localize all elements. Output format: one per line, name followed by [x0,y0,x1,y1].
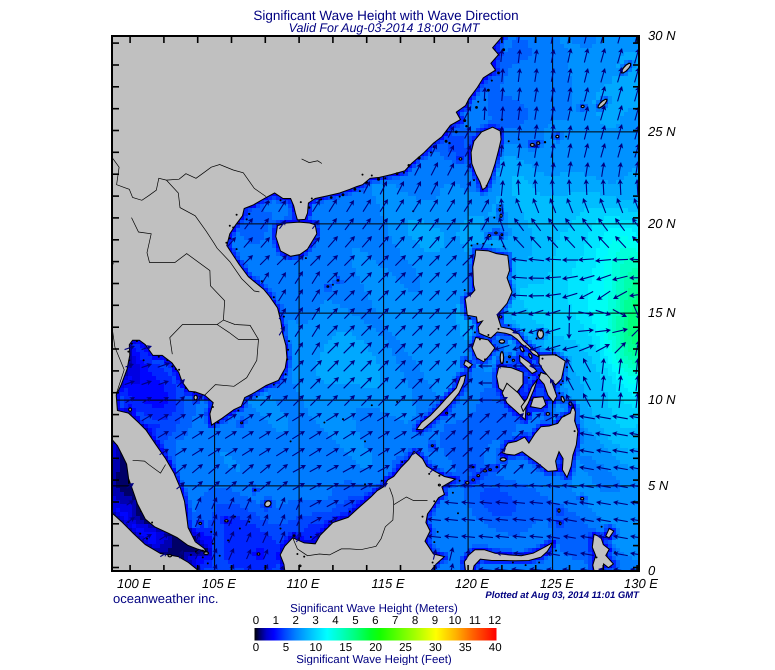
svg-text:125 E: 125 E [540,576,574,591]
svg-text:11: 11 [469,615,481,627]
svg-text:Valid For Aug-03-2014 18:00 GM: Valid For Aug-03-2014 18:00 GMT [289,21,481,35]
svg-text:10: 10 [309,642,322,654]
svg-text:0: 0 [253,642,259,654]
svg-text:110 E: 110 E [286,576,319,591]
svg-text:4: 4 [332,615,339,627]
svg-text:5: 5 [283,642,289,654]
svg-text:9: 9 [432,615,438,627]
svg-text:0: 0 [648,563,656,578]
svg-text:35: 35 [459,642,472,654]
svg-text:20 N: 20 N [647,216,676,231]
svg-text:0: 0 [253,615,259,627]
svg-text:3: 3 [312,615,318,627]
svg-text:5 N: 5 N [648,478,669,493]
svg-text:oceanweather inc.: oceanweather inc. [113,591,219,606]
svg-text:15: 15 [339,642,352,654]
svg-text:Significant Wave Height (Meter: Significant Wave Height (Meters) [290,603,458,615]
svg-text:7: 7 [392,615,398,627]
svg-text:8: 8 [412,615,418,627]
svg-text:130 E: 130 E [624,576,658,591]
svg-text:6: 6 [372,615,378,627]
svg-text:25: 25 [399,642,412,654]
svg-text:105 E: 105 E [202,576,236,591]
svg-text:25 N: 25 N [647,124,676,139]
svg-text:120 E: 120 E [455,576,489,591]
svg-text:40: 40 [489,642,502,654]
svg-text:Plotted at Aug 03, 2014 11:01: Plotted at Aug 03, 2014 11:01 GMT [485,590,640,601]
svg-text:Significant Wave Height with W: Significant Wave Height with Wave Direct… [253,8,518,23]
svg-text:30: 30 [429,642,442,654]
svg-text:Significant Wave Height (Feet): Significant Wave Height (Feet) [296,654,452,665]
svg-text:10: 10 [449,615,462,627]
svg-text:15 N: 15 N [648,305,676,320]
svg-text:1: 1 [273,615,279,627]
svg-text:5: 5 [352,615,358,627]
svg-text:115 E: 115 E [371,576,404,591]
svg-text:20: 20 [369,642,382,654]
svg-text:2: 2 [292,615,298,627]
svg-text:30 N: 30 N [648,28,676,43]
svg-text:10 N: 10 N [648,392,676,407]
svg-text:100 E: 100 E [117,576,151,591]
svg-text:12: 12 [488,615,501,627]
